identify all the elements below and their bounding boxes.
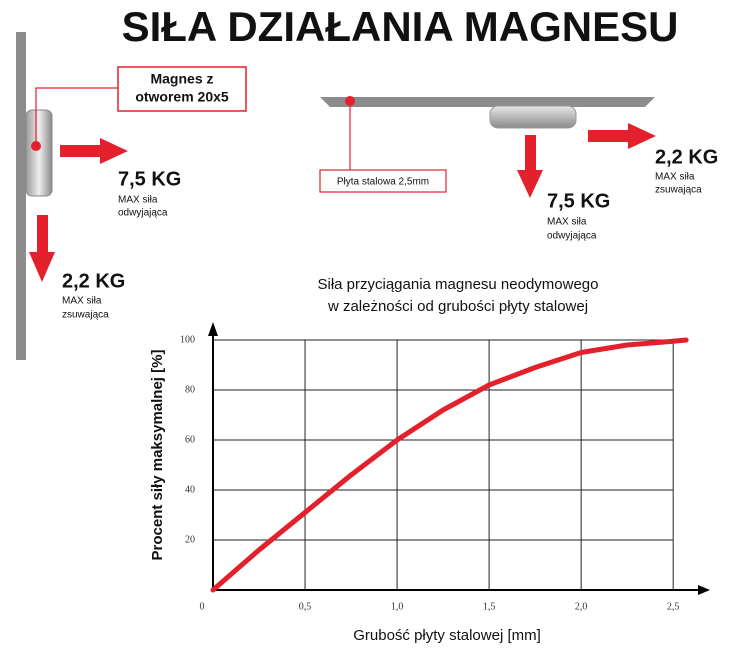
box-label: otworem 20x5 xyxy=(135,89,229,105)
arrow xyxy=(517,135,543,198)
force-text: MAX siła xyxy=(547,217,587,228)
plot-area: 20 40 60 80 100 0 0,5 1,0 1,5 2,0 2,5 xyxy=(180,322,710,612)
wall-plate xyxy=(16,32,26,360)
x-tick-label: 1,5 xyxy=(483,601,496,612)
x-tick-label: 0 xyxy=(200,601,205,612)
steel-plate xyxy=(320,97,655,107)
box-label: Płyta stalowa 2,5mm xyxy=(337,177,429,188)
y-axis-arrow xyxy=(208,322,218,336)
x-tick-label: 2,5 xyxy=(667,601,680,612)
page-title: SIŁA DZIAŁANIA MAGNESU xyxy=(122,3,679,50)
force-text: MAX siła xyxy=(655,172,695,183)
leader-line xyxy=(35,87,118,146)
chart-title: Siła przyciągania magnesu neodymowego xyxy=(317,276,598,293)
force-value: 7,5 KG xyxy=(118,168,181,190)
force-value: 7,5 KG xyxy=(547,190,610,212)
y-tick-label: 60 xyxy=(185,434,195,445)
force-text: odwyjająca xyxy=(547,231,597,242)
force-text: zsuwająca xyxy=(62,310,109,321)
force-text: MAX siła xyxy=(62,296,102,307)
label-box xyxy=(319,169,447,193)
y-tick-label: 20 xyxy=(185,534,195,545)
force-value: 2,2 KG xyxy=(655,146,718,168)
arrow xyxy=(588,123,656,149)
x-axis-arrow xyxy=(698,585,710,595)
arrow xyxy=(60,138,128,164)
x-tick-label: 0,5 xyxy=(299,601,312,612)
marker-dot xyxy=(31,141,41,151)
y-axis-label: Procent siły maksymalnej [%] xyxy=(149,350,166,561)
magnet xyxy=(25,109,53,197)
force-text: odwyjająca xyxy=(118,208,168,219)
x-tick-label: 2,0 xyxy=(575,601,588,612)
y-tick-label: 80 xyxy=(185,384,195,395)
y-tick-label: 40 xyxy=(185,484,195,495)
x-tick-label: 1,0 xyxy=(391,601,404,612)
data-line xyxy=(210,337,689,593)
marker-dot xyxy=(345,96,355,106)
force-value: 2,2 KG xyxy=(62,270,125,292)
chart-title: w zależności od grubości płyty stalowej xyxy=(327,298,588,315)
x-axis-label: Grubość płyty stalowej [mm] xyxy=(353,627,541,644)
force-text: zsuwająca xyxy=(655,185,702,196)
box-label: Magnes z xyxy=(150,71,213,87)
y-tick-label: 100 xyxy=(180,334,195,345)
arrow xyxy=(29,215,55,282)
label-box xyxy=(117,66,247,112)
force-text: MAX siła xyxy=(118,195,158,206)
magnet xyxy=(489,105,577,129)
